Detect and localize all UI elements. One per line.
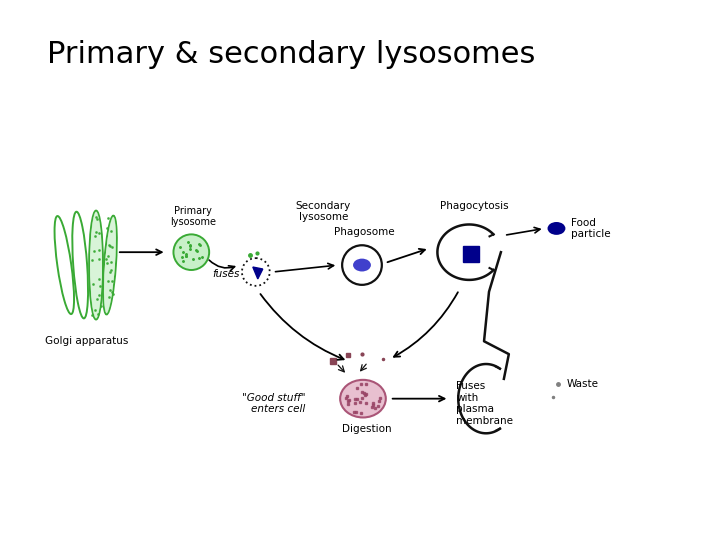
Text: Primary & secondary lysosomes: Primary & secondary lysosomes — [48, 40, 536, 69]
Text: Phagosome: Phagosome — [333, 227, 395, 238]
Ellipse shape — [353, 259, 371, 272]
Ellipse shape — [547, 222, 565, 235]
Ellipse shape — [104, 217, 116, 313]
Text: Secondary
lysosome: Secondary lysosome — [296, 201, 351, 222]
Text: Phagocytosis: Phagocytosis — [440, 201, 508, 211]
Text: "Good stuff"
enters cell: "Good stuff" enters cell — [242, 393, 305, 414]
Text: fuses: fuses — [212, 269, 240, 279]
Polygon shape — [253, 267, 263, 279]
Text: Food
particle: Food particle — [572, 218, 611, 239]
Text: Fuses
with
plasma
membrane: Fuses with plasma membrane — [456, 381, 513, 426]
Circle shape — [174, 234, 210, 270]
Ellipse shape — [340, 380, 386, 417]
Text: Primary
lysosome: Primary lysosome — [171, 206, 216, 227]
Text: Waste: Waste — [567, 379, 598, 389]
Text: Golgi apparatus: Golgi apparatus — [45, 336, 129, 346]
Text: Digestion: Digestion — [342, 424, 392, 434]
Ellipse shape — [90, 212, 102, 319]
